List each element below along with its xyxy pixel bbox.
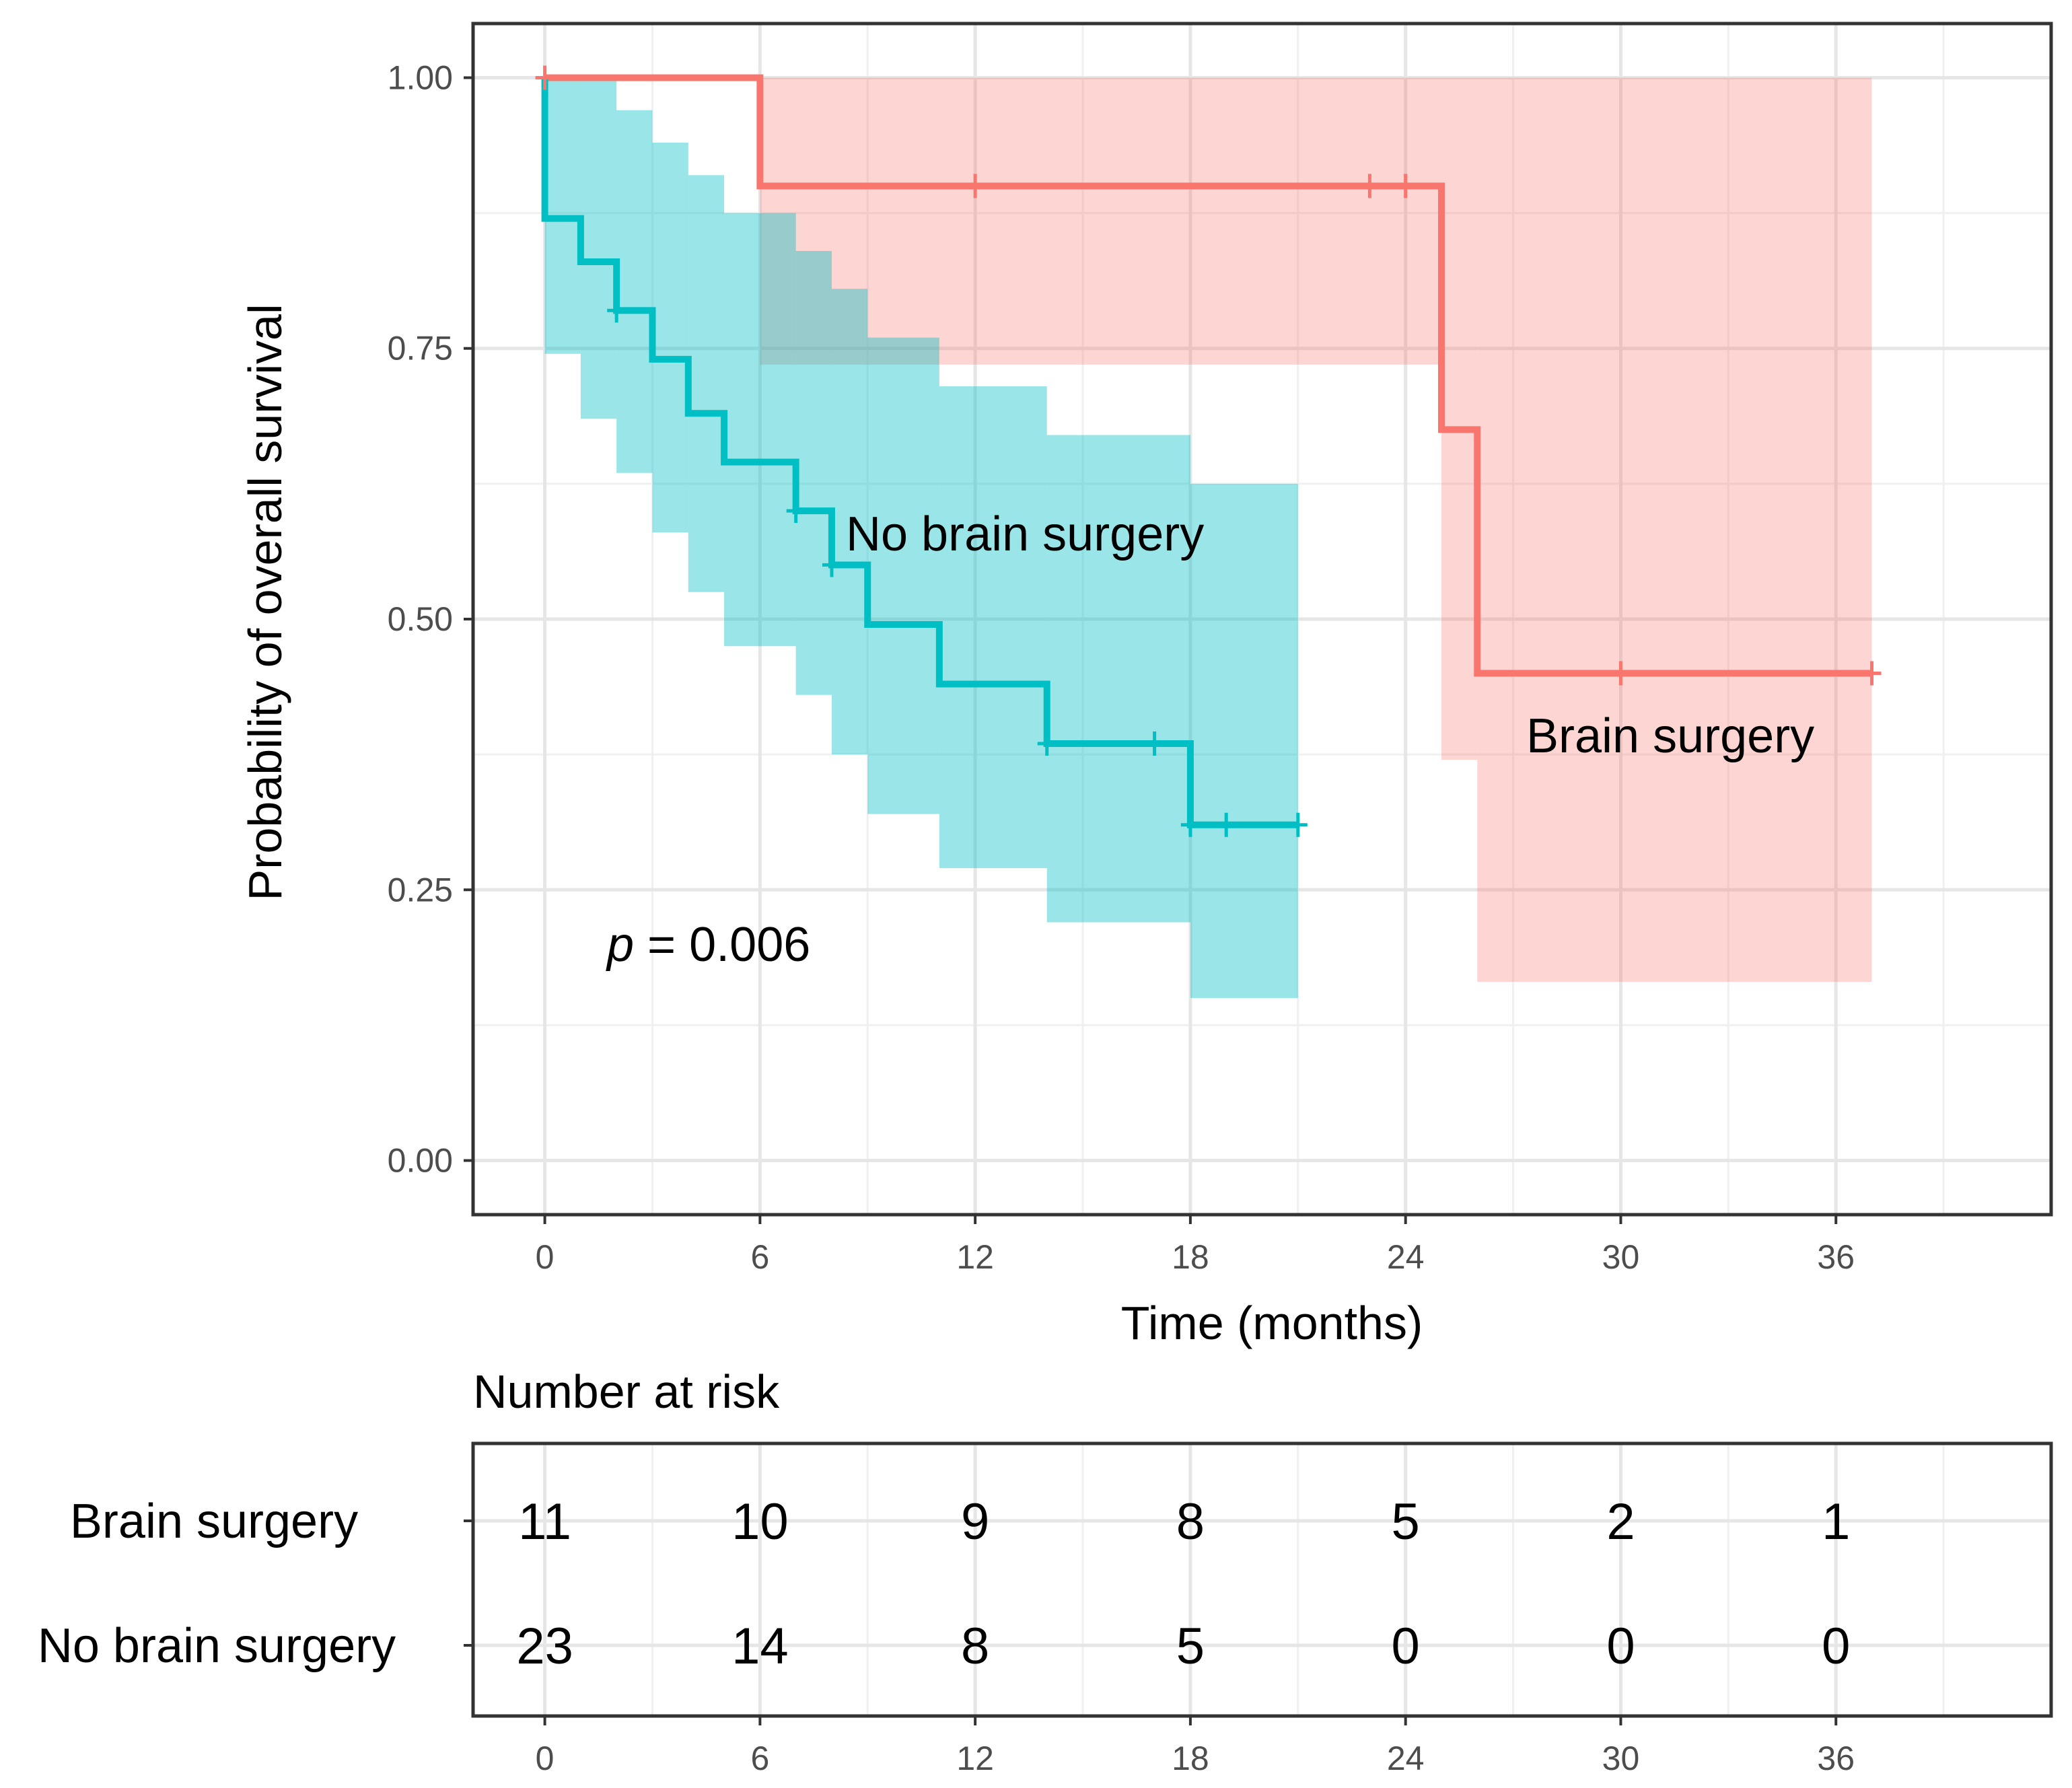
censor-mark-brain-surgery (1360, 174, 1380, 199)
risk-x-tick-label: 36 (1817, 1740, 1855, 1777)
label-brain-surgery: Brain surgery (1526, 709, 1814, 763)
ci-band-brain-surgery (760, 77, 1441, 365)
x-tick-label: 30 (1602, 1238, 1640, 1276)
risk-x-tick-label: 24 (1387, 1740, 1425, 1777)
risk-count: 5 (1392, 1493, 1420, 1550)
confidence-bands (544, 77, 1872, 999)
censor-mark-no-brain-surgery (1217, 812, 1236, 837)
risk-group-label: No brain surgery (38, 1619, 396, 1673)
censor-mark-brain-surgery (1396, 174, 1415, 199)
risk-count: 1 (1822, 1493, 1850, 1550)
risk-count: 0 (1392, 1618, 1420, 1675)
x-tick-label: 24 (1387, 1238, 1425, 1276)
risk-count: 14 (731, 1618, 789, 1675)
risk-count: 9 (961, 1493, 989, 1550)
censor-mark-brain-surgery (1611, 661, 1631, 686)
risk-count: 11 (518, 1493, 571, 1550)
censor-mark-no-brain-surgery (1145, 731, 1164, 756)
censor-mark-no-brain-surgery (786, 499, 806, 524)
risk-count: 8 (1176, 1493, 1205, 1550)
risk-count: 0 (1822, 1618, 1850, 1675)
ci-band-no-brain-surgery (580, 77, 617, 419)
risk-count: 2 (1606, 1493, 1635, 1550)
ci-band-no-brain-surgery (1046, 435, 1190, 923)
ci-band-no-brain-surgery (724, 213, 796, 647)
ci-band-no-brain-surgery (616, 110, 653, 473)
x-tick-label: 18 (1172, 1238, 1209, 1276)
ci-band-no-brain-surgery (1190, 483, 1298, 999)
x-tick-label: 0 (536, 1238, 555, 1276)
survival-line-brain-surgery (544, 74, 1872, 677)
main-grid (473, 24, 2051, 1215)
y-axis: 0.00 0.25 0.50 0.75 1.00 (388, 59, 473, 1180)
censor-mark-no-brain-surgery (607, 298, 627, 323)
y-axis-title: Probability of overall survival (239, 303, 291, 900)
risk-count: 10 (731, 1493, 789, 1550)
censor-mark-no-brain-surgery (1037, 731, 1057, 756)
p-value-text: = 0.006 (634, 918, 810, 972)
risk-x-tick-label: 30 (1602, 1740, 1640, 1777)
risk-x-tick-label: 6 (750, 1740, 769, 1777)
risk-x-tick-label: 18 (1172, 1740, 1209, 1777)
risk-table-groups: Brain surgery No brain surgery (38, 1495, 473, 1673)
ci-band-no-brain-surgery (867, 337, 939, 814)
risk-table-title: Number at risk (473, 1365, 780, 1418)
ci-band-no-brain-surgery (831, 289, 868, 755)
ci-band-no-brain-surgery (795, 250, 832, 695)
censor-mark-brain-surgery (535, 65, 555, 90)
y-tick-label: 0.75 (388, 330, 453, 367)
risk-count: 23 (516, 1618, 573, 1675)
y-tick-label: 1.00 (388, 59, 453, 96)
ci-band-no-brain-surgery (939, 386, 1047, 869)
ci-band-no-brain-surgery (652, 143, 688, 533)
censor-mark-brain-surgery (966, 174, 985, 199)
label-no-brain-surgery: No brain surgery (846, 507, 1204, 561)
censor-marks (535, 65, 1882, 837)
x-axis-title: Time (months) (1121, 1297, 1423, 1349)
ci-band-brain-surgery (1477, 77, 1872, 982)
x-tick-label: 6 (750, 1238, 769, 1276)
risk-count: 5 (1176, 1618, 1205, 1675)
ci-band-brain-surgery (1441, 77, 1478, 760)
x-tick-label: 12 (956, 1238, 994, 1276)
y-tick-label: 0.50 (388, 600, 453, 638)
censor-mark-no-brain-surgery (822, 552, 841, 577)
y-tick-label: 0.00 (388, 1142, 453, 1180)
risk-table-cells: 11 10 9 8 5 2 1 23 14 8 5 0 0 0 (516, 1493, 1850, 1675)
survival-curves (541, 74, 1872, 828)
risk-table-x-axis: 0 6 12 18 24 30 36 (536, 1716, 1855, 1777)
risk-group-label: Brain surgery (70, 1495, 358, 1548)
ci-band-no-brain-surgery (688, 175, 725, 592)
p-value-annotation: p = 0.006 (606, 918, 810, 972)
censor-mark-no-brain-surgery (1180, 812, 1200, 837)
risk-x-tick-label: 0 (536, 1740, 555, 1777)
risk-count: 8 (961, 1618, 989, 1675)
risk-table-grid (473, 1443, 2051, 1716)
p-value-symbol: p (606, 918, 634, 972)
risk-table-border (471, 1441, 2053, 1718)
x-tick-label: 36 (1817, 1238, 1855, 1276)
risk-count: 0 (1606, 1618, 1635, 1675)
censor-mark-brain-surgery (1862, 661, 1882, 686)
y-tick-label: 0.25 (388, 871, 453, 908)
survival-line-no-brain-surgery (541, 77, 1298, 828)
x-axis: 0 6 12 18 24 30 36 (536, 1215, 1855, 1276)
risk-x-tick-label: 12 (956, 1740, 994, 1777)
censor-mark-no-brain-surgery (1288, 812, 1308, 837)
